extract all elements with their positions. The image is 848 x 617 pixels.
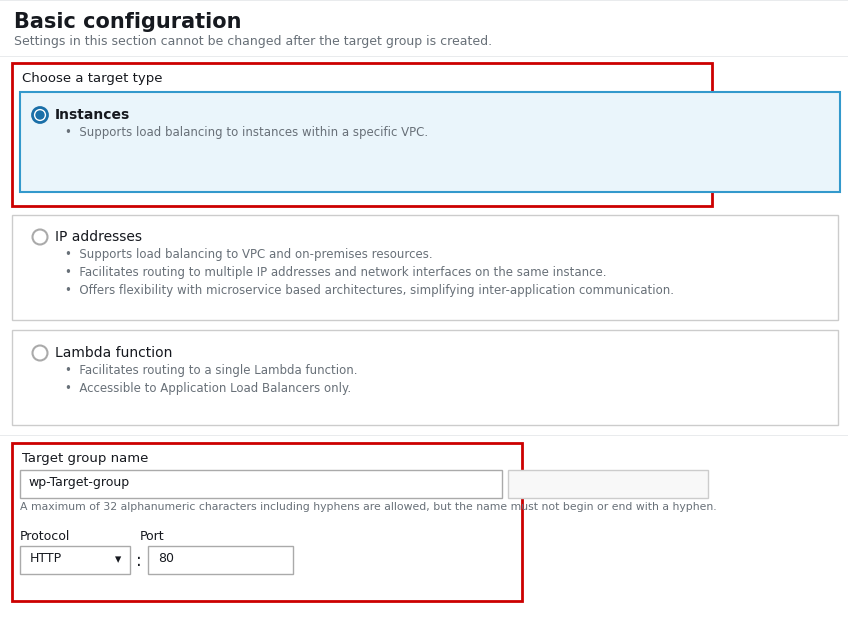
Circle shape xyxy=(32,230,47,244)
Bar xyxy=(0,0,848,1)
Text: •  Facilitates routing to a single Lambda function.: • Facilitates routing to a single Lambda… xyxy=(65,364,358,377)
Text: wp-Target-group: wp-Target-group xyxy=(28,476,129,489)
Text: Lambda function: Lambda function xyxy=(55,346,172,360)
Text: •  Offers flexibility with microservice based architectures, simplifying inter-a: • Offers flexibility with microservice b… xyxy=(65,284,674,297)
Bar xyxy=(148,546,293,574)
Circle shape xyxy=(36,111,44,119)
Text: •  Supports load balancing to VPC and on-premises resources.: • Supports load balancing to VPC and on-… xyxy=(65,248,432,261)
Bar xyxy=(12,443,522,601)
Circle shape xyxy=(32,346,47,360)
Text: :: : xyxy=(136,552,142,570)
Text: HTTP: HTTP xyxy=(30,552,62,565)
Bar xyxy=(12,63,712,206)
Text: Port: Port xyxy=(140,530,165,543)
Bar xyxy=(508,470,708,498)
Bar xyxy=(20,92,840,192)
Text: 80: 80 xyxy=(158,552,174,565)
Text: •  Supports load balancing to instances within a specific VPC.: • Supports load balancing to instances w… xyxy=(65,126,428,139)
Text: Instances: Instances xyxy=(55,108,131,122)
Text: A maximum of 32 alphanumeric characters including hyphens are allowed, but the n: A maximum of 32 alphanumeric characters … xyxy=(20,502,717,512)
Text: •  Facilitates routing to multiple IP addresses and network interfaces on the sa: • Facilitates routing to multiple IP add… xyxy=(65,266,606,279)
Text: Choose a target type: Choose a target type xyxy=(22,72,163,85)
Text: Settings in this section cannot be changed after the target group is created.: Settings in this section cannot be chang… xyxy=(14,35,492,48)
Bar xyxy=(20,546,130,574)
Bar xyxy=(20,470,502,498)
Text: •  Accessible to Application Load Balancers only.: • Accessible to Application Load Balance… xyxy=(65,382,351,395)
Bar xyxy=(12,215,838,320)
Bar xyxy=(0,435,848,436)
Bar xyxy=(12,330,838,425)
Text: Protocol: Protocol xyxy=(20,530,70,543)
Text: Target group name: Target group name xyxy=(22,452,148,465)
Text: IP addresses: IP addresses xyxy=(55,230,142,244)
Bar xyxy=(0,56,848,57)
Text: ▾: ▾ xyxy=(114,553,121,566)
Circle shape xyxy=(32,107,47,123)
Text: Basic configuration: Basic configuration xyxy=(14,12,242,32)
